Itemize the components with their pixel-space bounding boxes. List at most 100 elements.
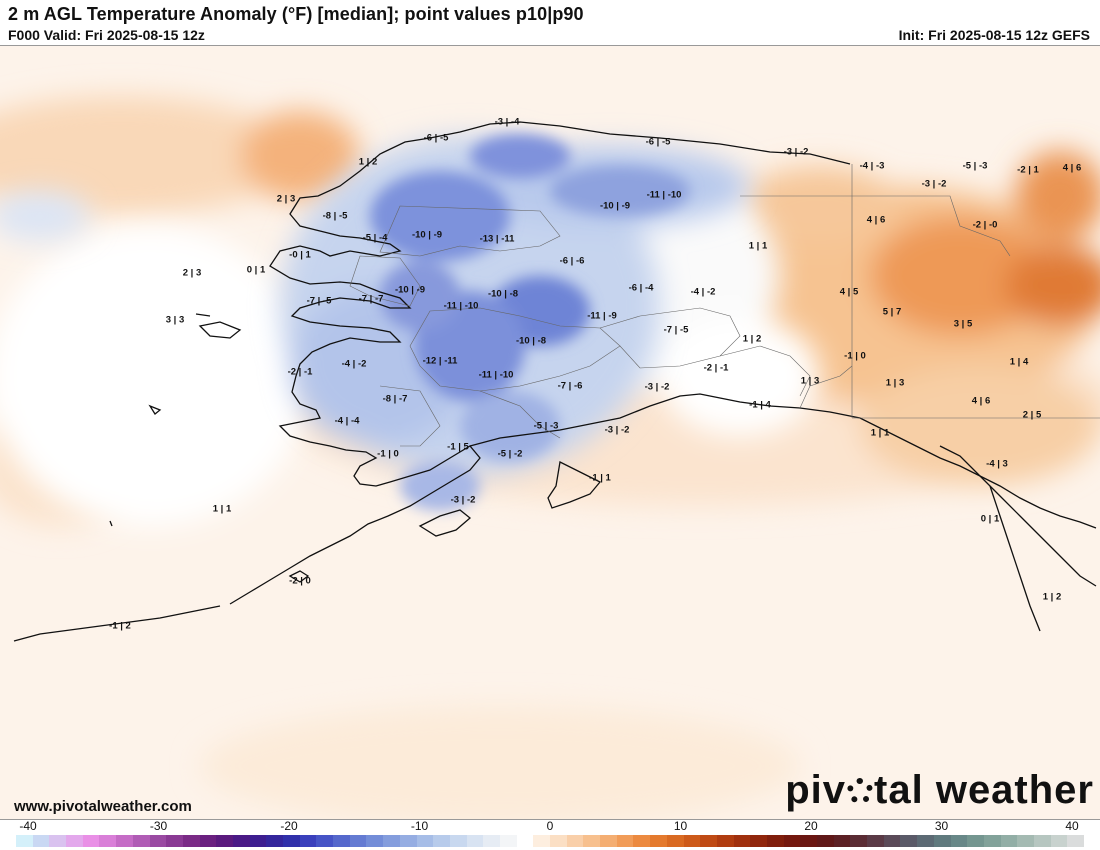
point-value-label: 1 | 3 [800,375,820,387]
point-value-label: -1 | 4 [749,399,771,411]
colorbar-swatch [550,835,567,847]
colorbar-swatch [232,835,250,847]
point-value-label: 1 | 2 [358,156,378,168]
point-value-label: -6 | -5 [423,132,449,144]
colorbar-tick-label: 0 [546,819,554,833]
point-value-label: -5 | -4 [362,232,388,244]
colorbar-swatch [766,835,784,847]
point-value-label: -5 | -3 [962,160,988,172]
colorbar-swatch [967,835,984,847]
colorbar-swatch [933,835,951,847]
colorbar-swatch [66,835,83,847]
point-value-label: -10 | -9 [411,229,443,241]
colorbar-swatch [166,835,183,847]
point-value-label: -7 | -7 [358,293,384,305]
init-time: Init: Fri 2025-08-15 12z GEFS [898,27,1090,43]
point-value-label: -6 | -6 [559,255,585,267]
point-value-label: -10 | -8 [487,288,519,300]
anomaly-map[interactable]: -3 | -4 -6 | -5 -6 | -5 -3 | -2 -4 | -3 -5 | … [0,45,1100,820]
point-value-label: -11 | -10 [478,369,514,381]
logo-text-start: piv [785,768,847,812]
colorbar-swatch [1017,835,1034,847]
colorbar-swatch [216,835,233,847]
point-value-label: -2 | 0 [289,575,311,587]
colorbar-swatch [516,835,534,847]
point-value-label: 1 | 2 [1042,591,1062,603]
colorbar [16,835,1084,847]
map-canvas [0,96,1100,819]
colorbar-swatch [616,835,634,847]
colorbar-swatch [716,835,734,847]
point-value-label: -13 | -11 [479,233,515,245]
colorbar-swatch [1050,835,1068,847]
point-value-label: -8 | -7 [382,393,408,405]
point-value-label: -11 | -10 [443,300,479,312]
colorbar-tick-label: 30 [934,819,949,833]
colorbar-swatch [483,835,500,847]
point-value-label: -4 | -4 [334,415,360,427]
colorbar-swatch [416,835,434,847]
point-value-label: -3 | -2 [783,146,809,158]
colorbar-swatch [499,835,517,847]
point-value-label: -7 | -6 [557,380,583,392]
point-value-label: 4 | 5 [839,286,859,298]
colorbar-swatch [199,835,217,847]
colorbar-swatch [132,835,150,847]
valid-time: F000 Valid: Fri 2025-08-15 12z [8,27,205,43]
point-value-label: 2 | 3 [276,193,296,205]
point-value-label: -4 | -2 [690,286,716,298]
point-value-label: -8 | -5 [322,210,348,222]
point-value-label: 0 | 1 [980,513,1000,525]
point-value-label: -10 | -8 [515,335,547,347]
colorbar-swatch [449,835,467,847]
colorbar-tick-label: 40 [1065,819,1079,833]
colorbar-swatch [883,835,901,847]
point-value-label: -10 | -9 [599,200,631,212]
colorbar-swatch [149,835,167,847]
colorbar-tick-label: 10 [673,819,688,833]
point-value-label: -3 | -2 [921,178,947,190]
pivotal-weather-logo: piv tal weather [785,768,1094,813]
colorbar-swatch [800,835,817,847]
colorbar-tick-label: -30 [149,819,168,833]
point-value-label: -4 | -3 [859,160,885,172]
colorbar-swatch [16,835,33,847]
logo-text-end: tal weather [874,768,1094,812]
colorbar-swatch [249,835,267,847]
colorbar-swatch [566,835,584,847]
colorbar-swatch [399,835,417,847]
website-url[interactable]: www.pivotalweather.com [14,798,192,815]
coastline [13,121,1097,642]
point-value-label: -3 | -2 [450,494,476,506]
colorbar-swatch [700,835,717,847]
point-value-label: 4 | 6 [866,214,886,226]
colorbar-swatch [833,835,851,847]
colorbar-swatch [182,835,200,847]
strong-cold-field [370,134,690,511]
point-value-label: -12 | -11 [422,355,458,367]
colorbar-swatch [917,835,934,847]
colorbar-swatch [683,835,701,847]
colorbar-swatch [99,835,117,847]
colorbar-swatch [666,835,684,847]
colorbar-swatch [116,835,133,847]
point-value-label: -4 | -2 [341,358,367,370]
point-value-label: -2 | -1 [703,362,729,374]
point-value-label: 1 | 1 [748,240,768,252]
point-value-label: 1 | 1 [870,427,890,439]
colorbar-swatch [983,835,1001,847]
point-value-label: -1 | 0 [377,448,399,460]
point-value-label: -1 | 1 [589,472,611,484]
colorbar-tick-label: 20 [804,819,818,833]
colorbar-swatch [850,835,868,847]
point-value-label: 0 | 1 [246,264,266,276]
point-value-label: -3 | -2 [604,424,630,436]
colorbar-tick-label: -20 [280,819,298,833]
point-value-label: -7 | -5 [306,295,332,307]
colorbar-swatch [650,835,667,847]
colorbar-swatch [750,835,767,847]
colorbar-swatch [633,835,651,847]
point-value-label: -3 | -4 [494,116,520,128]
point-value-label: -10 | -9 [394,284,426,296]
colorbar-swatch [1033,835,1051,847]
